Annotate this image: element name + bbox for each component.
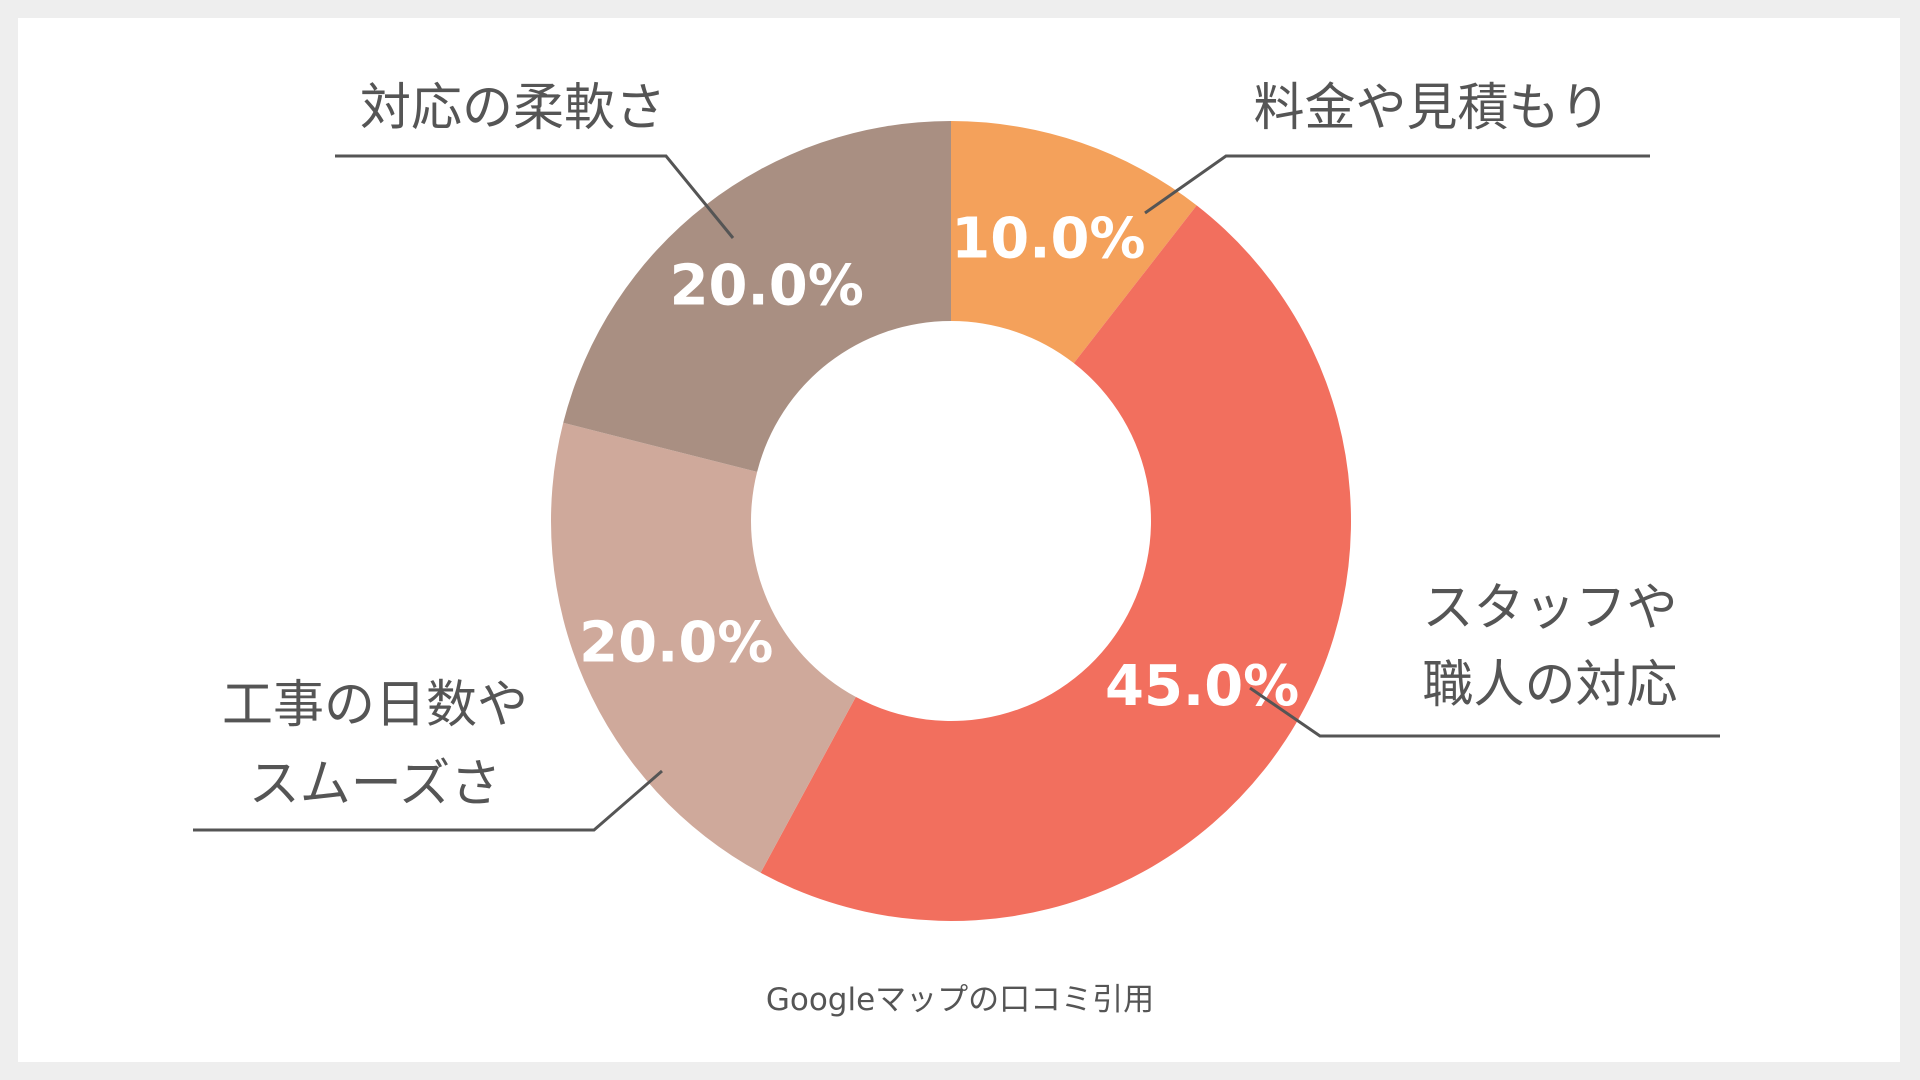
slice-category-label: スタッフや職人の対応 <box>1422 579 1677 715</box>
donut-slice <box>563 121 951 472</box>
slice-category-label: 料金や見積もり <box>1253 79 1610 138</box>
slice-category-label: 対応の柔軟さ <box>360 79 666 138</box>
leader-line <box>1144 154 1650 215</box>
slice-category-label: 工事の日数やスムーズさ <box>222 676 528 814</box>
slice-value-label: 20.0% <box>670 253 864 318</box>
leader-lines <box>193 154 1720 832</box>
leader-line <box>335 154 735 239</box>
leader-line <box>193 769 663 832</box>
slice-value-label: 20.0% <box>579 611 773 676</box>
source-note: Googleマップの口コミ引用 <box>766 982 1154 1018</box>
percent-labels: 10.0% 45.0% 20.0% 20.0% <box>579 206 1299 719</box>
donut-slice <box>550 422 856 873</box>
donut-slices <box>550 121 1351 921</box>
donut-slice <box>951 121 1197 364</box>
leader-line <box>1249 686 1720 738</box>
slice-value-label: 10.0% <box>951 206 1145 271</box>
donut-slice <box>760 205 1351 921</box>
slice-value-label: 45.0% <box>1105 654 1299 719</box>
